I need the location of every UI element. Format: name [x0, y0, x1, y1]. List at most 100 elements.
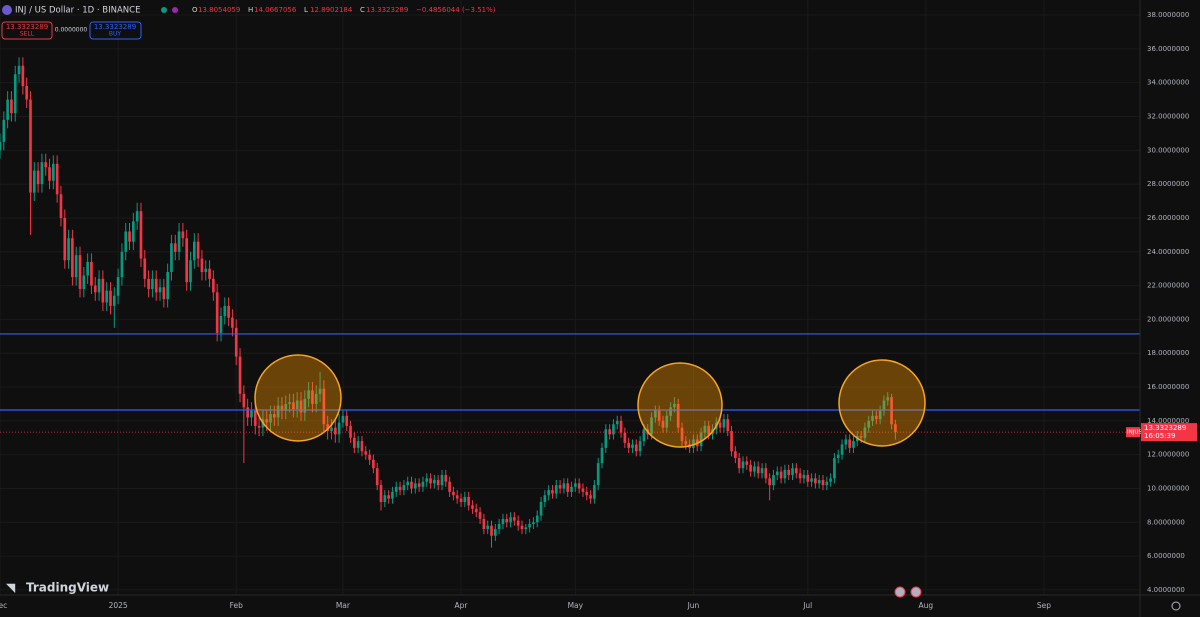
- candle-body: [372, 459, 375, 469]
- ticker-label: INJUSD: [1127, 430, 1146, 436]
- candle-body: [299, 400, 303, 413]
- candle-body: [36, 170, 40, 185]
- candle-body: [775, 471, 779, 475]
- candle-body: [333, 427, 337, 435]
- candle-body: [577, 483, 581, 489]
- candle-body: [40, 162, 44, 185]
- candle-body: [505, 518, 509, 523]
- x-tick-label: Jun: [687, 601, 700, 610]
- candle-body: [71, 238, 74, 278]
- candle-body: [459, 498, 463, 503]
- candle-body: [360, 441, 364, 452]
- status-dot: [161, 7, 167, 13]
- candle-body: [345, 415, 349, 426]
- candle-body: [398, 486, 402, 491]
- candle-body: [154, 278, 158, 293]
- candle-body: [383, 495, 387, 503]
- candle-body: [756, 466, 760, 474]
- ohlc-value: 12.8902184: [310, 6, 353, 14]
- candle-body: [413, 483, 417, 489]
- candle-body: [375, 468, 379, 486]
- candle-body: [189, 260, 192, 283]
- x-tick-label: Jul: [802, 601, 812, 610]
- candle-body: [48, 167, 51, 181]
- candle-body: [539, 502, 543, 516]
- candle-body: [379, 485, 383, 503]
- event-icon[interactable]: [910, 586, 922, 598]
- x-tick-label: Dec: [0, 601, 7, 610]
- candle-body: [501, 518, 505, 524]
- candle-body: [436, 480, 440, 486]
- candle-body: [463, 496, 467, 503]
- candle-body: [482, 518, 486, 530]
- candle-body: [13, 74, 17, 114]
- candle-body: [806, 474, 810, 482]
- candle-body: [356, 441, 360, 448]
- candle-body: [368, 454, 371, 460]
- candle-body: [455, 495, 459, 499]
- candle-body: [280, 405, 284, 411]
- candle-body: [17, 65, 21, 75]
- candle-body: [612, 424, 615, 435]
- ticker-tag: [1126, 427, 1140, 438]
- event-icon[interactable]: [894, 586, 906, 598]
- candle-body: [875, 415, 878, 420]
- candle-body: [726, 419, 730, 431]
- buy-button[interactable]: [89, 21, 142, 40]
- candle-body: [353, 437, 356, 448]
- candle-body: [433, 480, 436, 484]
- candle-body: [623, 432, 627, 443]
- y-tick-label: 4.0000000: [1147, 586, 1185, 594]
- candle-body: [219, 316, 223, 333]
- candle-body: [753, 466, 756, 472]
- candle-body: [234, 327, 238, 357]
- candle-body: [794, 468, 798, 474]
- candle-body: [825, 481, 829, 486]
- candle-body: [170, 243, 173, 273]
- candle-body: [490, 525, 493, 536]
- candle-body: [143, 258, 147, 279]
- candle-body: [737, 458, 741, 469]
- ohlc-key: C: [360, 6, 365, 14]
- candle-body: [208, 268, 211, 279]
- candle-body: [391, 491, 394, 499]
- candle-body: [524, 527, 528, 530]
- candle-body: [852, 441, 855, 448]
- candle-body: [554, 485, 558, 494]
- candle-body: [192, 241, 196, 261]
- highlight-circle: [637, 362, 723, 448]
- candle-body: [421, 481, 425, 487]
- y-tick-label: 18.0000000: [1147, 349, 1189, 357]
- candle-body: [886, 397, 890, 401]
- candle-body: [730, 430, 733, 452]
- candle-body: [497, 523, 501, 530]
- candle-body: [836, 454, 840, 459]
- candle-body: [21, 65, 25, 87]
- candle-body: [760, 468, 764, 474]
- candle-body: [699, 432, 703, 447]
- ohlc-change: −0.4856044 (−3.51%): [416, 6, 496, 14]
- ohlc-value: 13.8054059: [198, 6, 240, 14]
- candle-body: [349, 425, 352, 438]
- highlight-circle: [838, 359, 926, 447]
- candle-body: [829, 478, 832, 482]
- candle-body: [246, 407, 249, 418]
- candle-body: [551, 490, 554, 494]
- candle-body: [112, 295, 116, 306]
- price-tag: [1141, 423, 1197, 442]
- candle-body: [684, 441, 688, 445]
- candle-body: [574, 483, 577, 487]
- candle-body: [520, 525, 524, 530]
- candle-body: [337, 422, 341, 435]
- buy-price: 13.3323289: [94, 23, 136, 31]
- status-dot: [172, 7, 178, 13]
- candle-body: [63, 217, 67, 261]
- candle-body: [269, 414, 272, 423]
- candle-body: [440, 474, 444, 486]
- candle-body: [417, 483, 421, 487]
- sell-button[interactable]: [1, 21, 53, 40]
- buy-label: BUY: [109, 31, 122, 38]
- candle-body: [284, 403, 288, 411]
- settings-icon[interactable]: [1171, 601, 1181, 611]
- sell-price: 13.3323289: [6, 23, 48, 31]
